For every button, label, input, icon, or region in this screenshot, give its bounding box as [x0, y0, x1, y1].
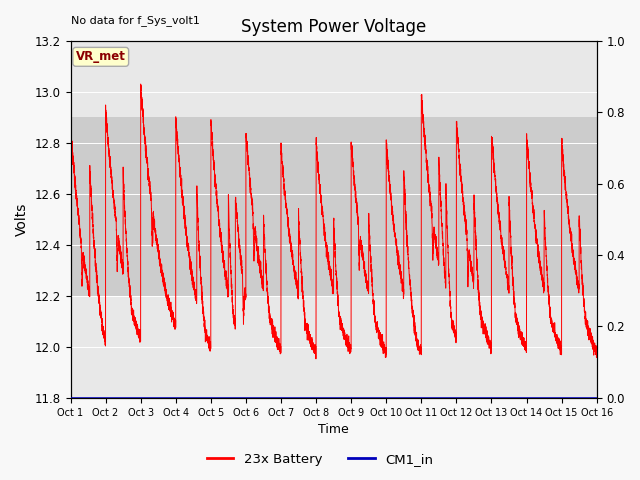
Bar	[70, 117, 596, 296]
Legend: 23x Battery, CM1_in: 23x Battery, CM1_in	[202, 447, 438, 471]
Y-axis label: Volts: Volts	[15, 203, 29, 236]
Text: No data for f_Sys_volt1: No data for f_Sys_volt1	[70, 15, 200, 26]
X-axis label: Time: Time	[318, 423, 349, 436]
Title: System Power Voltage: System Power Voltage	[241, 18, 426, 36]
Text: VR_met: VR_met	[76, 50, 125, 63]
